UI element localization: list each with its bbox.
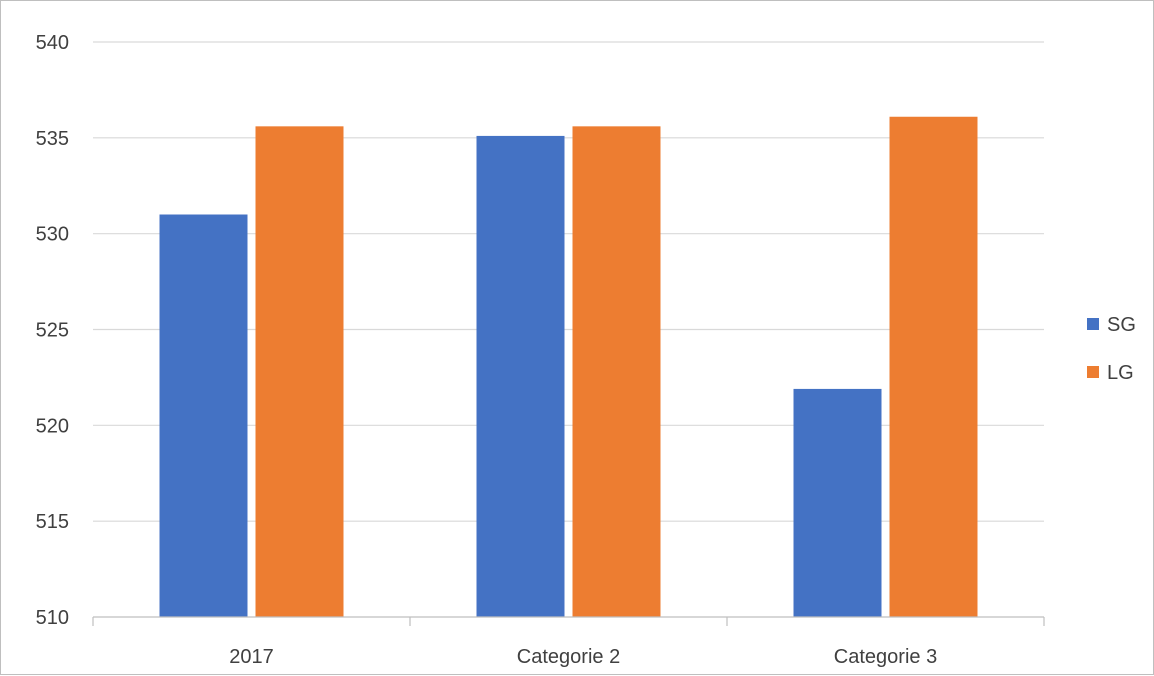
y-tick-label: 530	[36, 224, 69, 246]
bar-lg-2	[889, 116, 978, 617]
legend-label-lg: LG	[1107, 362, 1134, 384]
y-tick-label: 540	[36, 32, 69, 54]
y-axis-tick-labels: 510 515 520 525 530 535 540	[36, 32, 69, 629]
y-tick-label: 515	[36, 511, 69, 533]
y-tick-label: 520	[36, 415, 69, 437]
legend-label-sg: SG	[1107, 314, 1136, 336]
legend-swatch-sg	[1087, 318, 1099, 330]
bar-lg-0	[255, 126, 344, 617]
bar-sg-0	[159, 214, 248, 617]
y-tick-label: 525	[36, 320, 69, 342]
x-tick-label: Categorie 3	[834, 646, 937, 668]
x-tick-label: 2017	[229, 646, 274, 668]
x-tick-label: Categorie 2	[517, 646, 620, 668]
y-tick-label: 535	[36, 128, 69, 150]
gridlines	[93, 41, 1044, 522]
x-axis-tick-labels: 2017 Categorie 2 Categorie 3	[229, 646, 937, 668]
bar-sg-1	[476, 135, 565, 617]
bars	[159, 116, 978, 617]
y-tick-label: 510	[36, 607, 69, 629]
legend-swatch-lg	[1087, 366, 1099, 378]
bar-sg-2	[793, 388, 882, 617]
legend: SG LG	[1087, 314, 1136, 384]
bar-lg-1	[572, 126, 661, 617]
x-axis	[92, 616, 1045, 626]
